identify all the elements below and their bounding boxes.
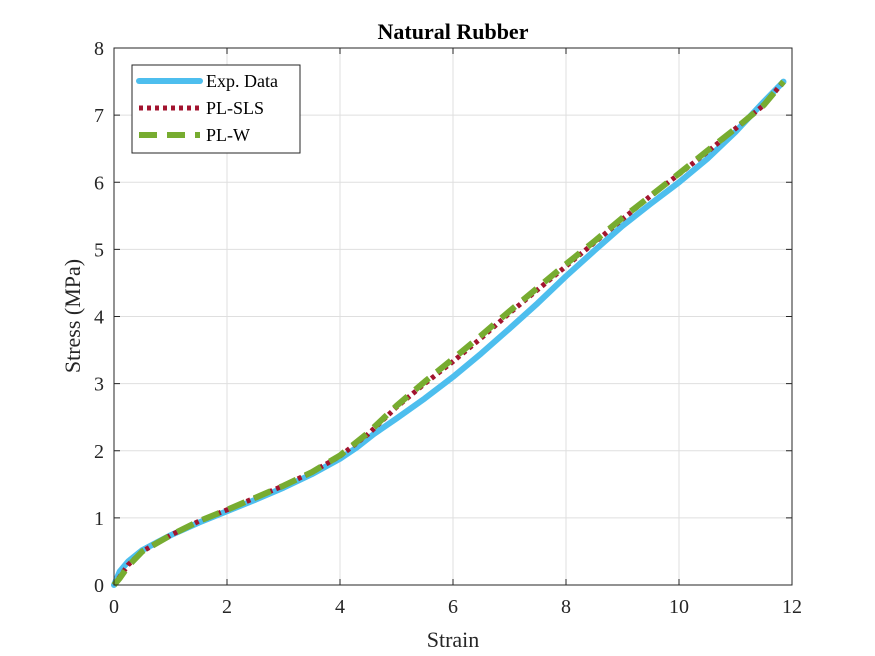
legend: Exp. Data PL-SLS PL-W — [131, 64, 301, 154]
legend-label: Exp. Data — [206, 71, 278, 91]
legend-label: PL-W — [206, 125, 250, 145]
y-tick-label: 8 — [94, 38, 104, 60]
y-tick-label: 0 — [94, 575, 104, 597]
y-tick-label: 1 — [94, 508, 104, 530]
series-line-pl-w — [111, 79, 786, 587]
x-tick-label: 4 — [335, 596, 345, 618]
x-tick-label: 6 — [448, 596, 458, 618]
y-axis-label: Stress (MPa) — [60, 259, 85, 373]
y-tick-label: 3 — [94, 374, 104, 396]
y-tick-label: 2 — [94, 441, 104, 463]
series-layer — [111, 78, 787, 588]
x-tick-label: 0 — [109, 596, 119, 618]
x-tick-label: 12 — [782, 596, 802, 618]
y-tick-label: 4 — [94, 307, 104, 329]
x-tick-label: 10 — [669, 596, 689, 618]
chart-title: Natural Rubber — [378, 19, 529, 44]
x-tick-label: 8 — [561, 596, 571, 618]
y-tick-label: 5 — [94, 239, 104, 261]
y-tick-label: 6 — [94, 172, 104, 194]
x-tick-label: 2 — [222, 596, 232, 618]
grid-lines — [114, 48, 792, 585]
y-tick-label: 7 — [94, 105, 104, 127]
x-axis-label: Strain — [427, 627, 480, 652]
legend-label: PL-SLS — [206, 98, 264, 118]
